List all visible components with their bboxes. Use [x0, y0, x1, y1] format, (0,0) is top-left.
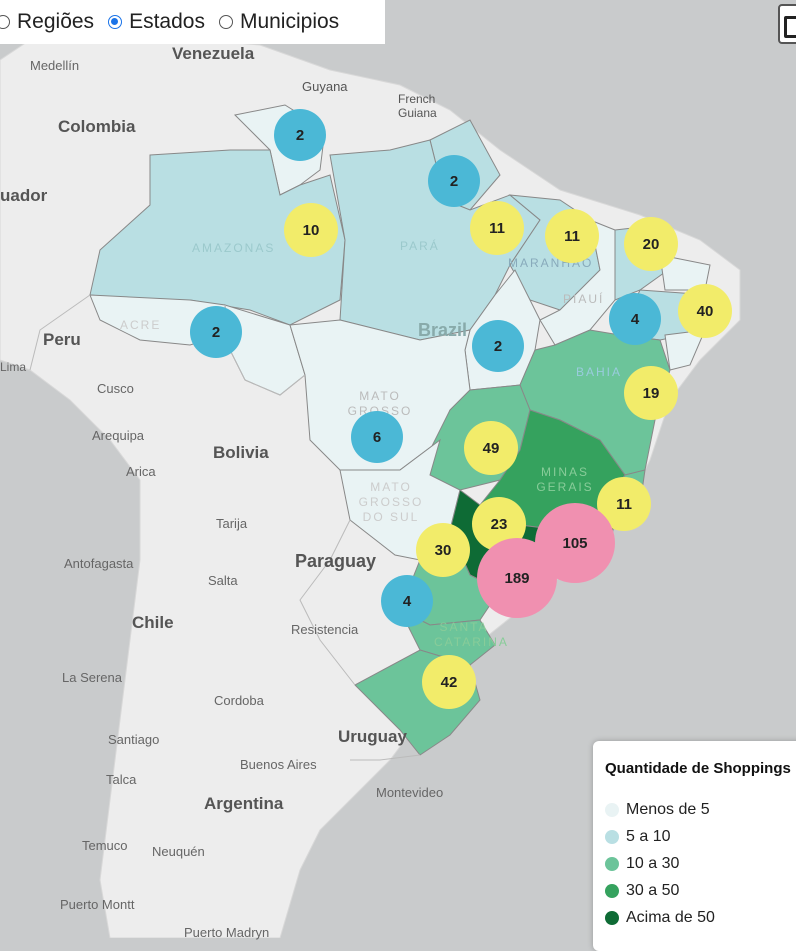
state-label-bahia: BAHIA: [576, 365, 623, 379]
cluster-pernambuco[interactable]: 40: [678, 284, 732, 338]
radio-regioes-dot[interactable]: [0, 15, 10, 29]
cluster-bahia[interactable]: 19: [624, 366, 678, 420]
label-french-guiana: French Guiana: [398, 92, 437, 120]
label-antofagasta: Antofagasta: [64, 556, 134, 571]
legend-label: 10 a 30: [626, 855, 680, 872]
cluster-parana[interactable]: 30: [416, 523, 470, 577]
label-venezuela: Venezuela: [172, 44, 255, 63]
legend-swatch: [605, 884, 619, 898]
label-resistencia: Resistencia: [291, 622, 359, 637]
state-label-ms: MATO GROSSO DO SUL: [358, 480, 424, 524]
label-paraguay: Paraguay: [295, 551, 377, 571]
label-argentina: Argentina: [204, 794, 284, 813]
label-peru: Peru: [43, 330, 81, 349]
legend-label: Menos de 5: [626, 801, 710, 818]
legend-swatch: [605, 857, 619, 871]
legend-item: Acima de 50: [605, 909, 715, 927]
legend-item: 30 a 50: [605, 882, 679, 900]
label-la-serena: La Serena: [62, 670, 122, 685]
label-buenos-aires: Buenos Aires: [240, 757, 317, 772]
label-medellin: Medellín: [30, 58, 80, 73]
cluster-maranhao[interactable]: 11: [545, 209, 599, 263]
cluster-roraima[interactable]: 2: [274, 109, 326, 161]
cluster-rio-grande-do-sul[interactable]: 42: [422, 655, 476, 709]
label-tarija: Tarija: [216, 516, 248, 531]
radio-municipios-label: Municipios: [239, 10, 340, 33]
label-santiago: Santiago: [108, 732, 160, 747]
radio-estados-dot[interactable]: [108, 15, 123, 29]
label-lima: Lima: [0, 360, 27, 374]
label-neuquen: Neuquén: [152, 844, 205, 859]
cluster-rio-grande-norte[interactable]: 4: [609, 293, 661, 345]
label-uruguay: Uruguay: [338, 727, 407, 746]
state-label-piaui: PIAUÍ: [563, 292, 605, 306]
state-label-acre: ACRE: [120, 318, 162, 332]
radio-regioes-label: Regiões: [17, 10, 95, 33]
cluster-tocantins[interactable]: 2: [472, 320, 524, 372]
cluster-sao-paulo[interactable]: 189: [477, 538, 557, 618]
label-cordoba: Cordoba: [214, 693, 264, 708]
legend-item: Menos de 5: [605, 801, 710, 819]
legend-swatch: [605, 830, 619, 844]
label-arica: Arica: [126, 464, 156, 479]
radio-estados-label: Estados: [129, 10, 205, 33]
label-brazil: Brazil: [418, 320, 468, 340]
label-ecuador: uador: [0, 186, 48, 205]
cluster-santa-catarina[interactable]: 4: [381, 575, 433, 627]
cluster-para[interactable]: 11: [470, 201, 524, 255]
cluster-amazonas[interactable]: 10: [284, 203, 338, 257]
legend-swatch: [605, 911, 619, 925]
state-amazonas: [89, 149, 346, 326]
legend-item: 10 a 30: [605, 855, 679, 873]
label-montevideo: Montevideo: [376, 785, 444, 800]
state-label-para: PARÁ: [400, 239, 440, 253]
cluster-ceara[interactable]: 20: [624, 217, 678, 271]
legend: Quantidade de Shoppings Menos de 5 5 a 1…: [593, 741, 796, 951]
label-guyana: Guyana: [302, 79, 348, 94]
label-arequipa: Arequipa: [92, 428, 145, 443]
label-chile: Chile: [132, 613, 174, 632]
label-talca: Talca: [106, 772, 137, 787]
layers-icon: [784, 16, 796, 38]
cluster-goias[interactable]: 49: [464, 421, 518, 475]
label-colombia: Colombia: [58, 117, 136, 136]
label-puerto-madryn: Puerto Madryn: [184, 925, 270, 940]
legend-title: Quantidade de Shoppings: [605, 760, 791, 777]
cluster-amapa[interactable]: 2: [428, 155, 480, 207]
state-label-amazonas: AMAZONAS: [192, 241, 276, 255]
radio-regioes[interactable]: Regiões: [0, 10, 94, 34]
label-temuco: Temuco: [82, 838, 128, 853]
state-label-minas-gerais: MINAS GERAIS: [536, 465, 594, 494]
radio-municipios-dot[interactable]: [218, 15, 233, 29]
label-bolivia: Bolivia: [213, 443, 269, 462]
state-label-santa-catarina: SANTA CATARINA: [434, 620, 509, 649]
legend-label: 5 a 10: [626, 828, 671, 845]
legend-label: Acima de 50: [626, 909, 715, 926]
cluster-mato-grosso[interactable]: 6: [351, 411, 403, 463]
legend-item: 5 a 10: [605, 828, 670, 846]
level-radio-group: Regiões Estados Municipios: [0, 0, 385, 44]
cluster-acre[interactable]: 2: [190, 306, 242, 358]
layers-toggle-button[interactable]: [778, 4, 796, 44]
legend-label: 30 a 50: [626, 882, 680, 899]
label-puerto-montt: Puerto Montt: [60, 897, 135, 912]
radio-municipios[interactable]: Municipios: [218, 10, 340, 34]
legend-swatch: [605, 803, 619, 817]
radio-estados[interactable]: Estados: [108, 10, 205, 34]
label-cusco: Cusco: [97, 381, 134, 396]
label-salta: Salta: [208, 573, 238, 588]
